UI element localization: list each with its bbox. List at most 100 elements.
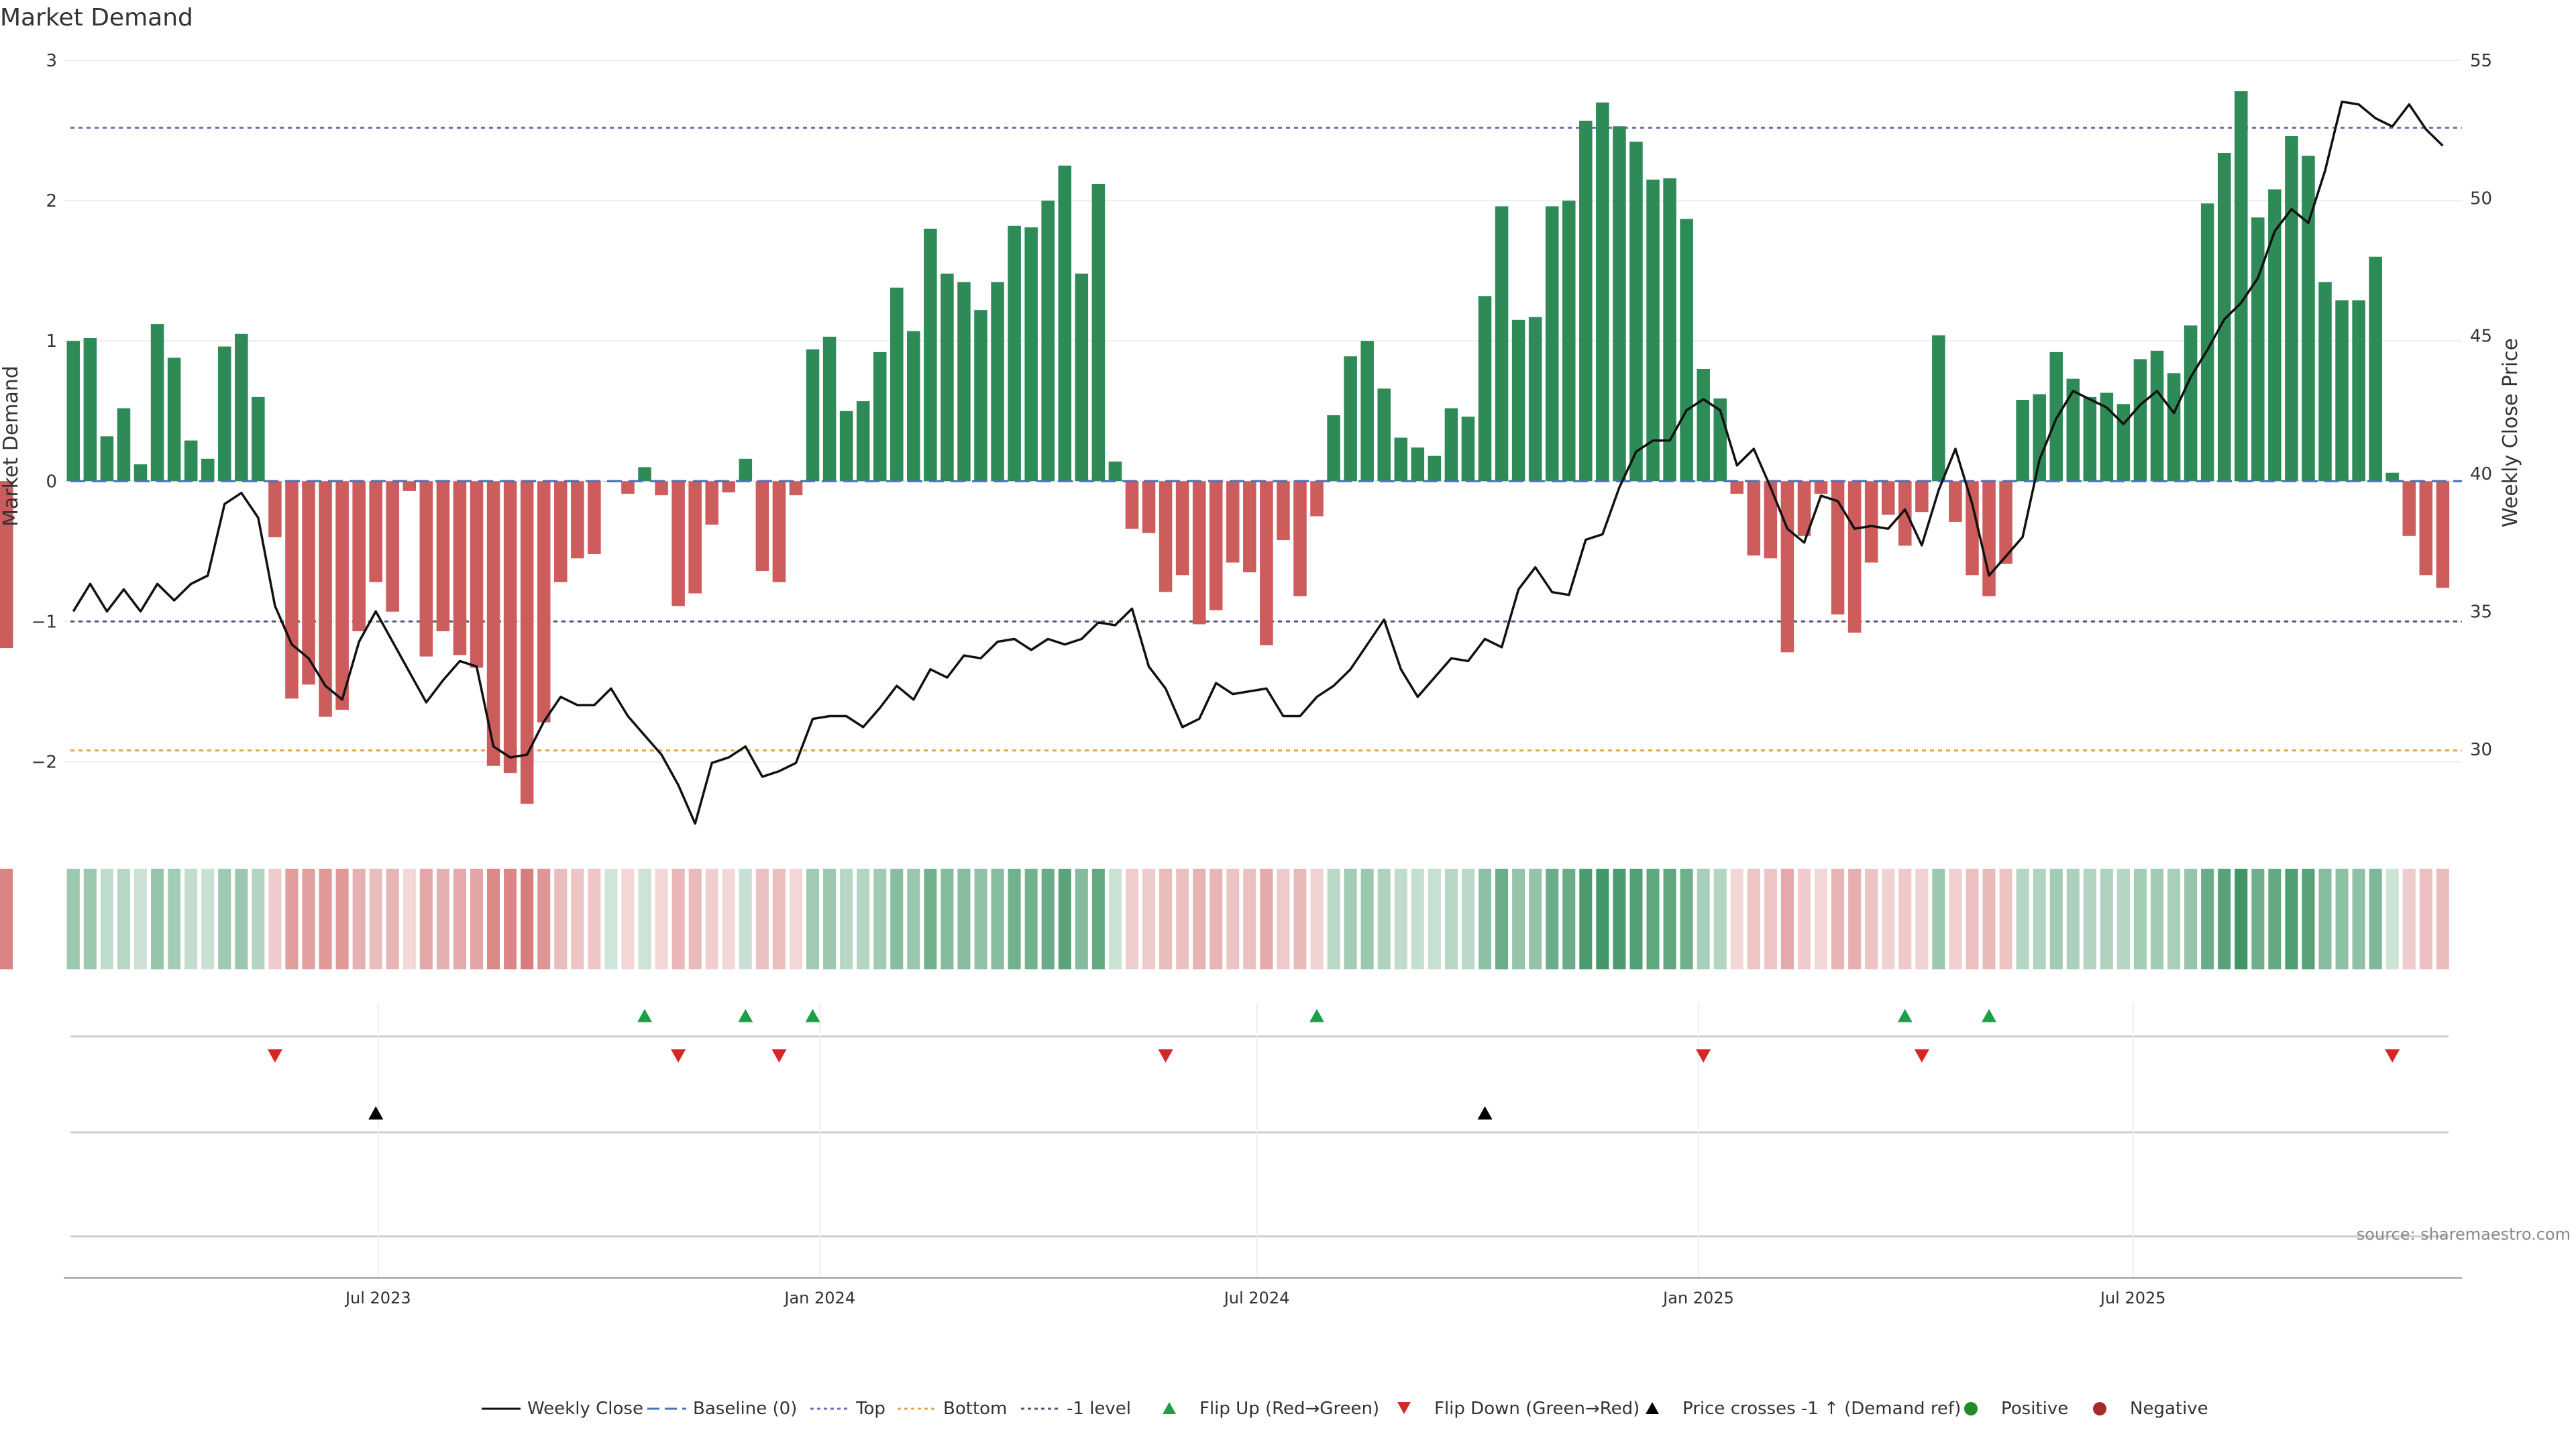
demand-bar-positive [2335, 300, 2349, 482]
demand-bar-negative [772, 481, 786, 582]
legend-item: Flip Down (Green→Red) [1397, 1399, 1640, 1419]
demand-bar-negative [705, 481, 718, 525]
demand-bar-positive [890, 287, 904, 482]
y-right-tick-label: 45 [2470, 327, 2492, 347]
demand-bar-negative [2402, 481, 2416, 536]
demand-bar-positive [2100, 392, 2114, 482]
heat-cell [1697, 869, 1710, 969]
heat-cell [2318, 869, 2332, 969]
demand-bar-negative [1847, 481, 1862, 633]
demand-bar-negative [1243, 481, 1256, 573]
demand-bar-negative [571, 481, 584, 559]
demand-bar-positive [2016, 400, 2029, 482]
heat-cell [2066, 869, 2080, 969]
demand-bar-negative [755, 481, 769, 572]
demand-bar-negative [1831, 481, 1845, 614]
heat-cell [201, 869, 215, 969]
demand-bar-negative [503, 481, 517, 773]
demand-bar-positive [1360, 341, 1374, 482]
heat-cell [1730, 869, 1743, 969]
heat-cell [1360, 869, 1374, 969]
demand-bar-positive [941, 273, 954, 482]
demand-bar-positive [1394, 437, 1408, 482]
heat-cell [722, 869, 735, 969]
demand-bar-negative [789, 481, 803, 496]
demand-bar-negative [285, 481, 299, 699]
heat-cell [83, 869, 97, 969]
heat-cell [521, 869, 534, 969]
demand-bar-negative [1966, 481, 1979, 576]
heat-cell [2285, 869, 2298, 969]
demand-bar-positive [1680, 219, 1693, 482]
heat-cell [1613, 869, 1626, 969]
demand-bar-positive [856, 401, 870, 482]
x-tick-label: Jul 2025 [2099, 1289, 2166, 1307]
flip-down-marker [267, 1049, 282, 1063]
demand-bar-positive [2066, 378, 2080, 482]
heat-cell [705, 869, 718, 969]
demand-bar-negative [1192, 481, 1206, 625]
heat-cell [991, 869, 1004, 969]
heat-cell [1193, 869, 1206, 969]
flip-down-marker [771, 1049, 787, 1063]
flip-up-marker [1982, 1009, 1997, 1022]
heat-cell [386, 869, 399, 969]
heat-cell [2016, 869, 2029, 969]
heat-cell [1344, 869, 1357, 969]
demand-bar-positive [117, 408, 131, 482]
heat-cell [1898, 869, 1912, 969]
x-tick-label: Jan 2024 [783, 1289, 855, 1307]
demand-bar-positive [1562, 201, 1576, 482]
heat-cell [2369, 869, 2382, 969]
demand-bar-negative [1915, 481, 1929, 513]
demand-bar-negative [419, 481, 433, 657]
demand-bar-negative [722, 481, 736, 492]
heat-cell [1579, 869, 1593, 969]
demand-bar-positive [806, 349, 820, 482]
heat-cell [857, 869, 870, 969]
heat-cell [2150, 869, 2164, 969]
demand-bar-negative [1780, 481, 1794, 653]
heat-cell [184, 869, 198, 969]
demand-bar-negative [319, 481, 332, 717]
heat-cell [806, 869, 820, 969]
y-right-axis-label: Weekly Close Price [2499, 338, 2522, 527]
demand-heat-strip [0, 869, 2449, 969]
demand-bar-positive [2318, 282, 2332, 482]
heat-cell [588, 869, 601, 969]
demand-bar-positive [201, 458, 215, 482]
demand-bar-positive [184, 440, 198, 482]
heat-cell [1058, 869, 1071, 969]
demand-bar-positive [2167, 373, 2181, 482]
demand-bar-negative [655, 481, 668, 496]
demand-bar-negative [1982, 481, 1996, 596]
demand-bar-positive [1444, 408, 1458, 482]
heat-cell [2083, 869, 2096, 969]
flip-down-marker [671, 1049, 686, 1063]
demand-bar-positive [2268, 189, 2282, 482]
demand-bar-positive [739, 458, 753, 482]
heat-cell [453, 869, 466, 969]
demand-bar-positive [2033, 394, 2046, 482]
legend-label: Baseline (0) [693, 1399, 797, 1419]
y-right-tick-label: 40 [2470, 464, 2492, 484]
y-tick-label: −1 [32, 612, 57, 632]
heat-cell [285, 869, 299, 969]
demand-bar-negative [1310, 481, 1324, 517]
demand-bar-positive [1008, 225, 1021, 482]
legend: Weekly Close Baseline (0) Top Bottom -1 leve… [482, 1399, 2208, 1419]
y-right-tick-label: 55 [2470, 51, 2492, 71]
heat-cell [1108, 869, 1122, 969]
demand-bar-negative [1209, 481, 1223, 610]
demand-bar-negative [2419, 481, 2433, 576]
demand-bar-positive [873, 352, 887, 482]
demand-bar-positive [1075, 273, 1089, 482]
x-tick-label: Jul 2024 [1223, 1289, 1290, 1307]
heat-cell [1176, 869, 1189, 969]
demand-bar-negative [386, 481, 400, 612]
heat-cell [352, 869, 366, 969]
heat-cell [2218, 869, 2231, 969]
flip-up-marker [637, 1009, 653, 1022]
heat-cell [957, 869, 971, 969]
heat-cell [1210, 869, 1223, 969]
